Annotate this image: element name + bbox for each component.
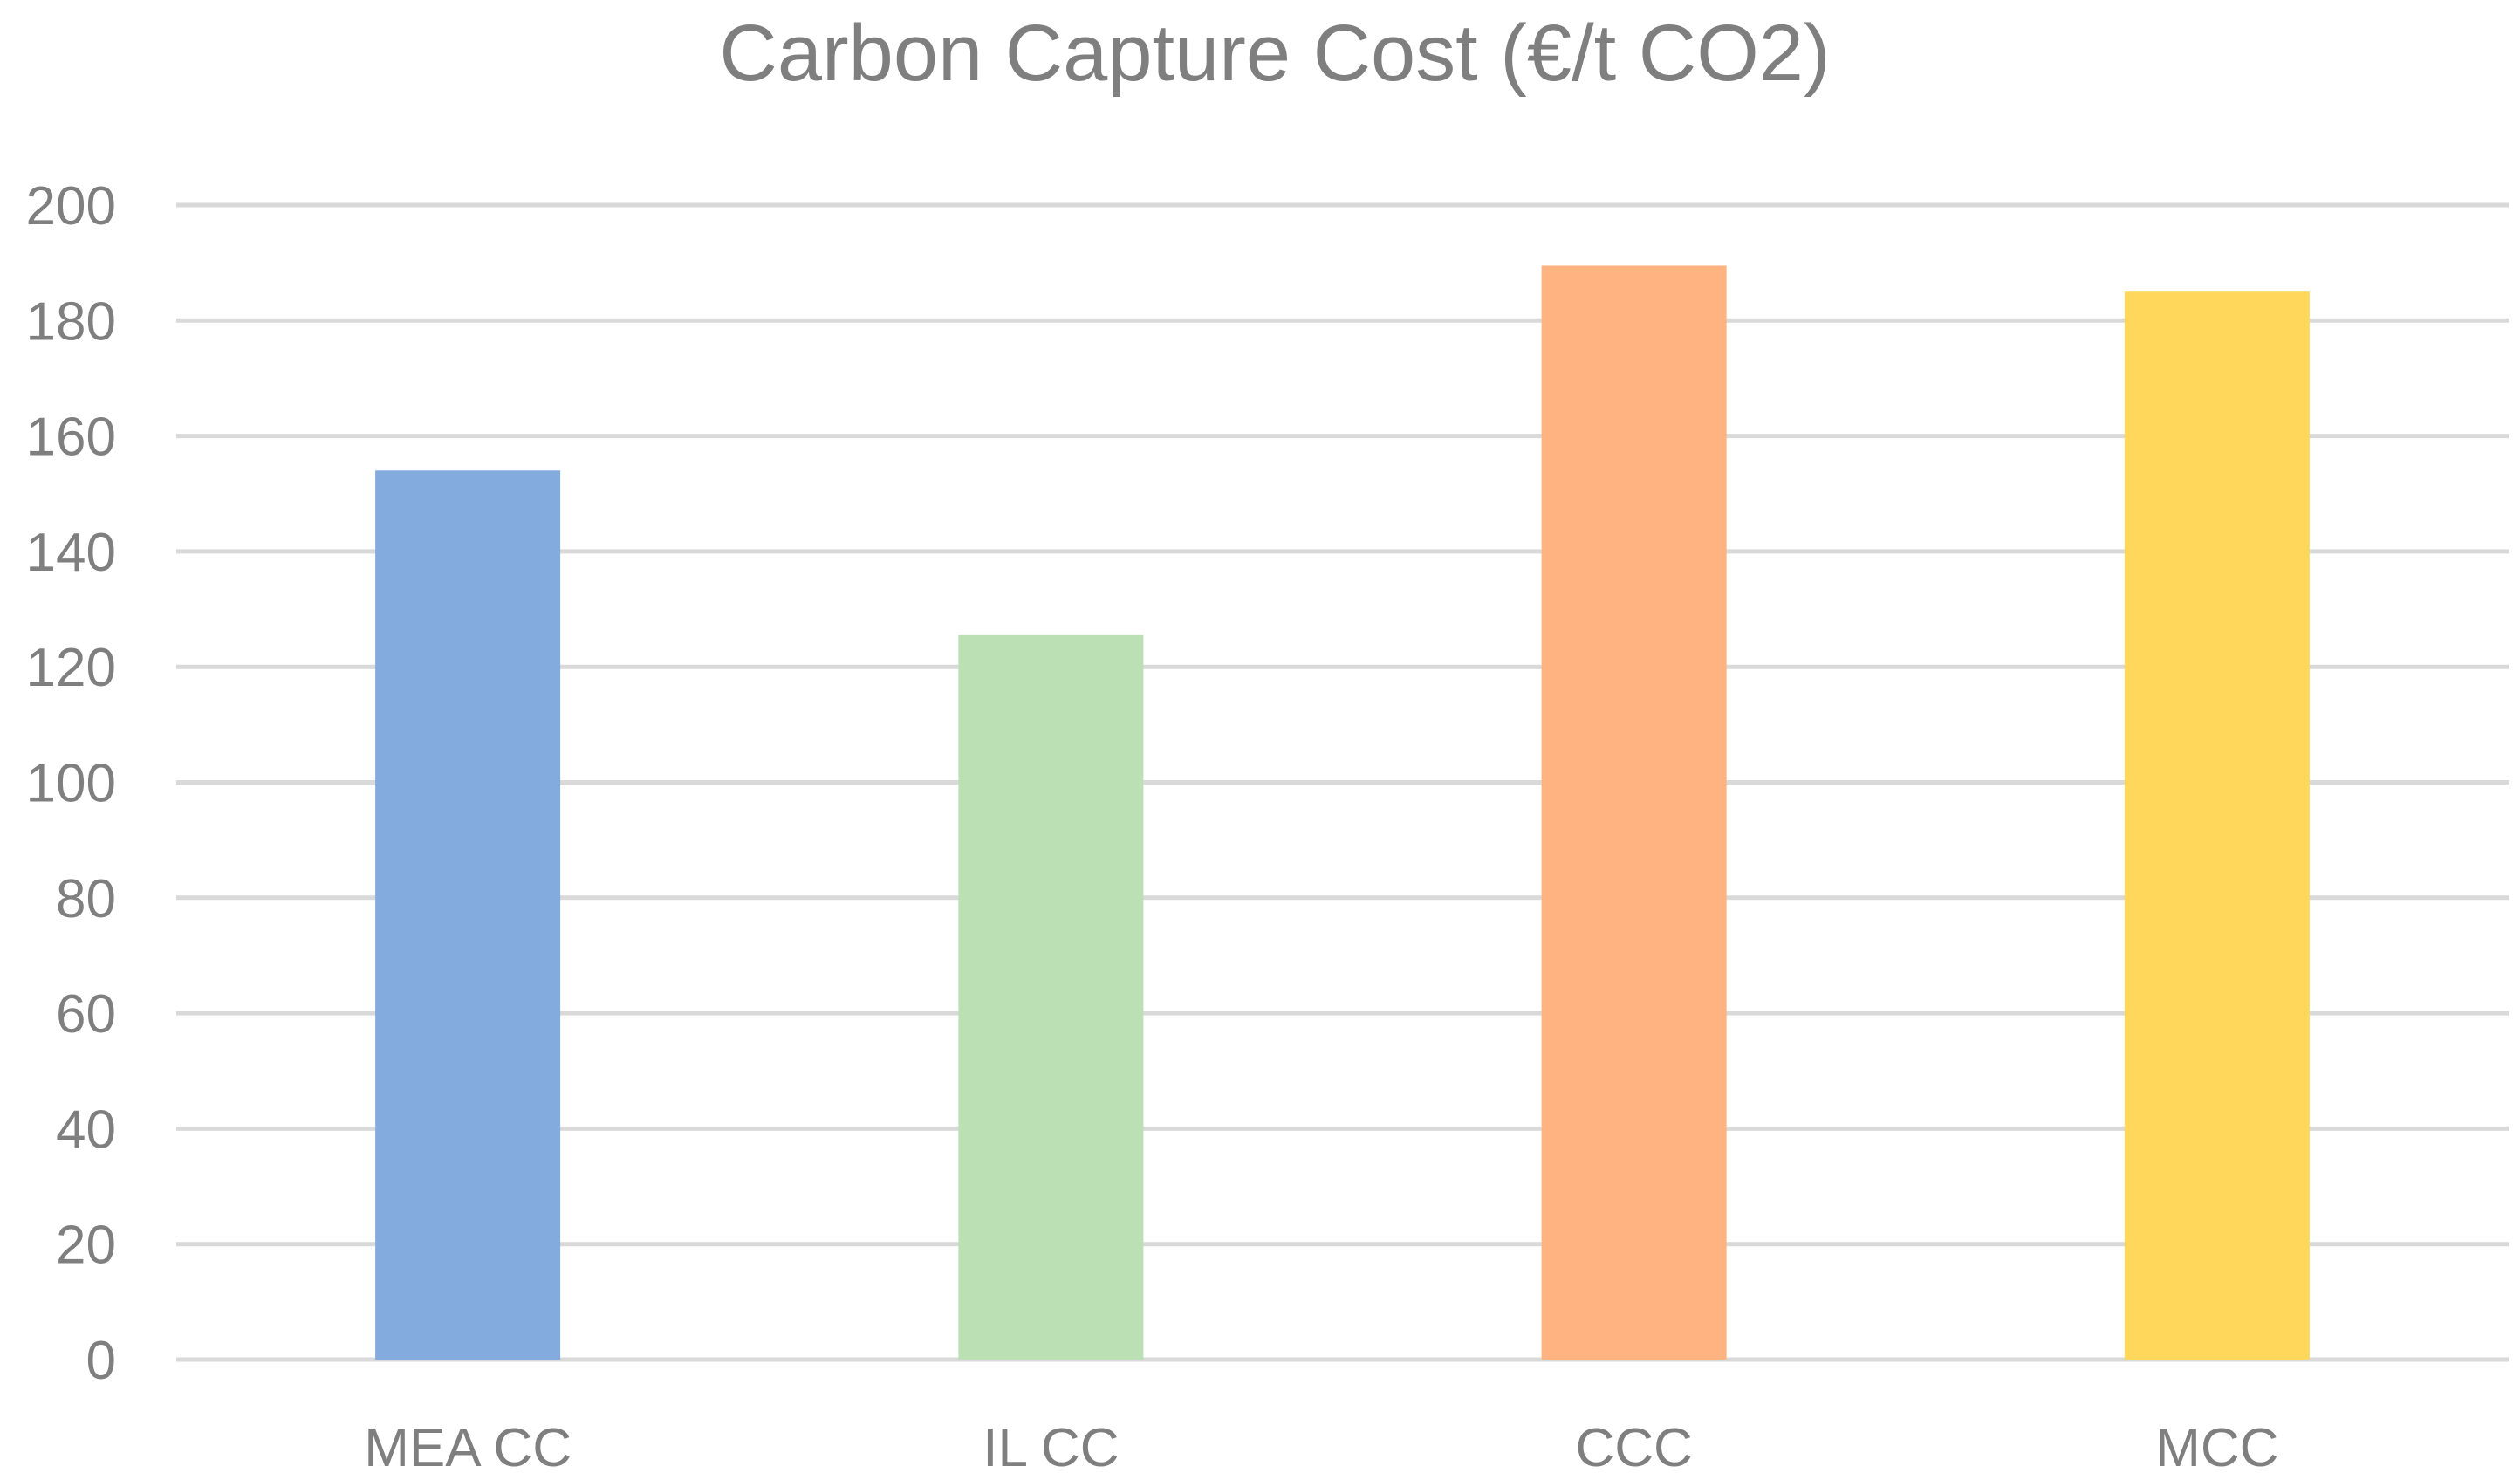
bar-ccc: [1541, 265, 1727, 1360]
y-tick-label: 60: [56, 984, 116, 1045]
x-tick-label: MEA CC: [364, 1418, 572, 1476]
y-tick-label: 40: [56, 1100, 116, 1160]
bar-mcc: [2124, 291, 2310, 1360]
y-tick-label: 180: [26, 291, 116, 352]
x-axis-tick-labels: MEA CC IL CC CCC MCC: [364, 1418, 2278, 1478]
y-axis-tick-labels: 0 20 40 60 80 100 120 140 160 180 200: [26, 176, 116, 1391]
y-tick-label: 0: [86, 1331, 116, 1391]
gridlines: [176, 202, 2509, 1362]
y-tick-label: 200: [26, 176, 116, 236]
y-tick-label: 160: [26, 408, 116, 468]
bars: [375, 265, 2310, 1360]
x-tick-label: CCC: [1575, 1418, 1692, 1476]
x-tick-label: IL CC: [983, 1418, 1119, 1476]
y-tick-label: 140: [26, 523, 116, 583]
bar-mea-cc: [375, 470, 561, 1360]
y-tick-label: 100: [26, 754, 116, 814]
y-tick-label: 120: [26, 638, 116, 698]
y-tick-label: 20: [56, 1216, 116, 1276]
y-tick-label: 80: [56, 869, 116, 929]
chart-title: Carbon Capture Cost (€/t CO2): [719, 9, 1830, 98]
x-tick-label: MCC: [2155, 1418, 2278, 1476]
bar-il-cc: [958, 634, 1144, 1360]
